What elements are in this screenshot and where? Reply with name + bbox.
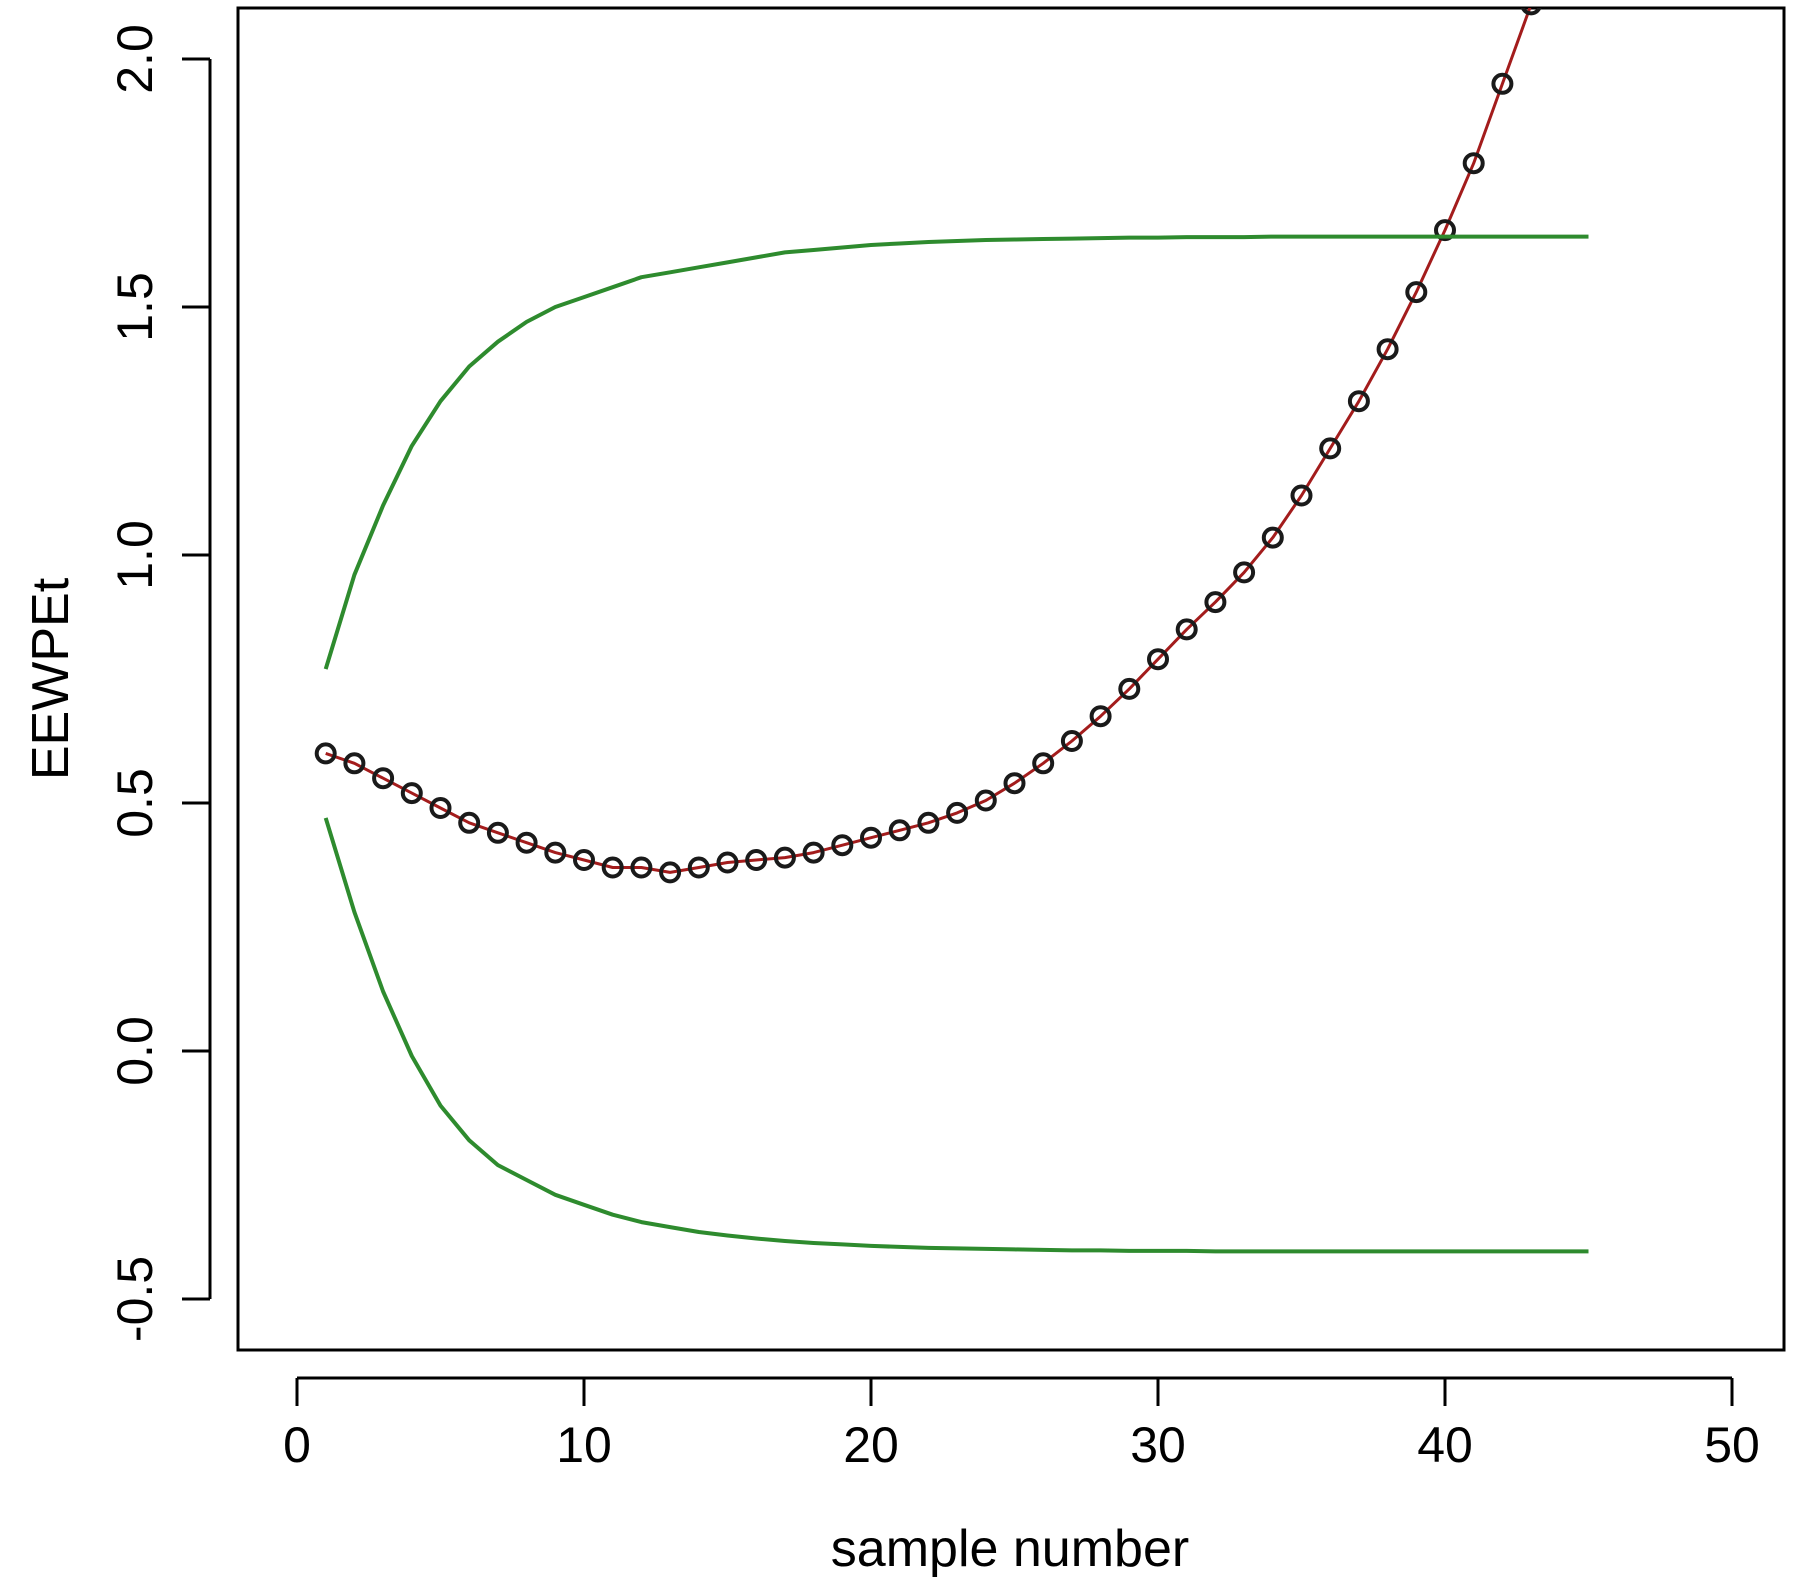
statistic-point: [1147, 648, 1169, 671]
statistic-point: [1405, 281, 1428, 304]
statistic-point: [687, 856, 710, 879]
x-tick-label-30: 30: [1130, 1417, 1186, 1473]
statistic-point: [630, 856, 653, 879]
x-tick-label-40: 40: [1417, 1417, 1473, 1473]
statistic-point: [1520, 8, 1542, 16]
statistic-point: [573, 849, 595, 871]
series-layer: [314, 8, 1589, 1254]
y-tick-label-0: -0.5: [107, 1256, 163, 1342]
statistic-point: [400, 782, 423, 805]
x-tick-label-20: 20: [843, 1417, 899, 1473]
y-tick-label-2: 0.5: [107, 768, 163, 838]
statistic-point: [831, 834, 854, 857]
statistic-point: [974, 789, 997, 812]
statistic-point: [716, 851, 739, 874]
x-axis-title: sample number: [831, 1520, 1189, 1578]
x-axis: 0 10 20 30 40 50: [283, 1376, 1760, 1473]
y-tick-label-4: 1.5: [107, 272, 163, 342]
statistic-point: [860, 826, 882, 849]
statistic-point: [1376, 338, 1399, 361]
statistic-point: [343, 752, 366, 775]
y-axis: -0.5 0.0 0.5 1.0 1.5 2.0: [107, 24, 212, 1342]
statistic-point: [314, 742, 337, 765]
statistic-point: [745, 849, 768, 871]
statistic-point: [773, 846, 796, 869]
statistic-point: [888, 819, 911, 842]
statistic-point: [1060, 730, 1083, 752]
statistic-point: [1491, 72, 1514, 95]
plot-frame: [236, 6, 1786, 1352]
statistic-point: [1003, 772, 1026, 795]
y-tick-label-1: 0.0: [107, 1016, 163, 1086]
y-tick-label-3: 1.0: [107, 520, 163, 590]
x-tick-label-0: 0: [283, 1417, 311, 1473]
statistic-point: [1118, 677, 1141, 700]
statistic-point: [802, 841, 825, 864]
statistic-point: [1434, 219, 1456, 242]
statistic-point: [486, 821, 509, 844]
statistic-point: [1347, 390, 1370, 413]
statistic-point: [1175, 618, 1198, 641]
statistic-point: [372, 767, 395, 790]
statistic-point: [1233, 561, 1256, 584]
statistic-point: [515, 831, 538, 854]
statistic-point: [1089, 705, 1112, 728]
y-tick-label-5: 2.0: [107, 24, 163, 94]
statistic-point: [429, 797, 452, 819]
lower-limit-line: [323, 817, 1589, 1254]
statistic-point: [601, 856, 624, 879]
statistic-point: [946, 801, 969, 824]
statistic-point: [544, 841, 567, 864]
x-tick-label-50: 50: [1704, 1417, 1760, 1473]
x-tick-label-10: 10: [556, 1417, 612, 1473]
statistic-point: [1462, 152, 1485, 175]
statistic-line: [325, 8, 1532, 874]
y-axis-title: EEWPEt: [22, 577, 80, 780]
statistic-point: [1204, 591, 1227, 614]
statistic-point: [1261, 526, 1284, 549]
statistic-point: [917, 811, 940, 834]
statistic-point: [458, 811, 481, 834]
upper-limit-line: [323, 234, 1589, 670]
statistic-point: [1319, 437, 1342, 460]
statistic-point: [1032, 752, 1055, 775]
statistic-point: [1290, 484, 1313, 507]
statistic-point: [659, 861, 682, 884]
